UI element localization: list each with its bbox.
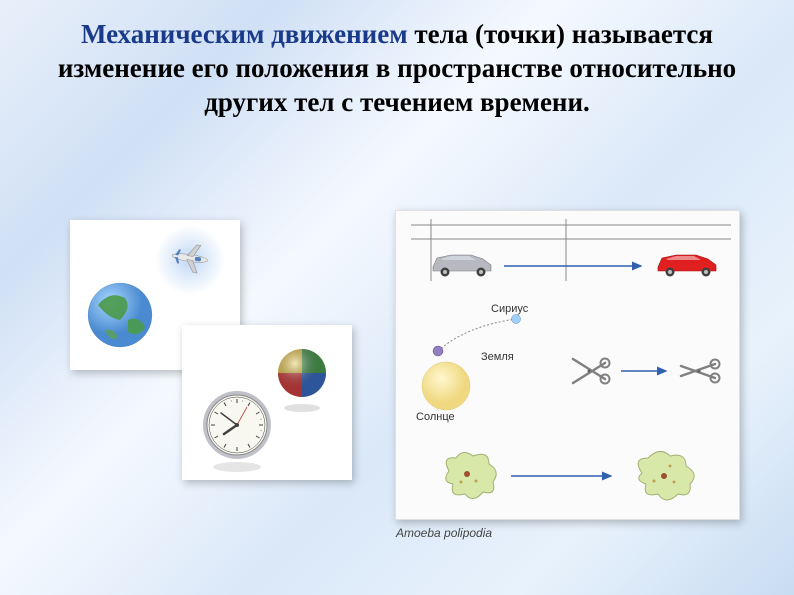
label-earth: Земля (481, 351, 514, 363)
clock-ball-svg (182, 325, 352, 480)
label-sun: Солнце (416, 411, 455, 423)
label-sirius: Сириус (491, 303, 528, 315)
motion-examples-svg (396, 211, 741, 521)
panel-clock-ball (182, 325, 352, 480)
title-emphasis: Механическим движением (81, 19, 414, 49)
panel-motion-examples: Сириус Земля Солнце Amoeba polipodia (395, 210, 740, 520)
label-amoeba: Amoeba polipodia (396, 526, 739, 540)
